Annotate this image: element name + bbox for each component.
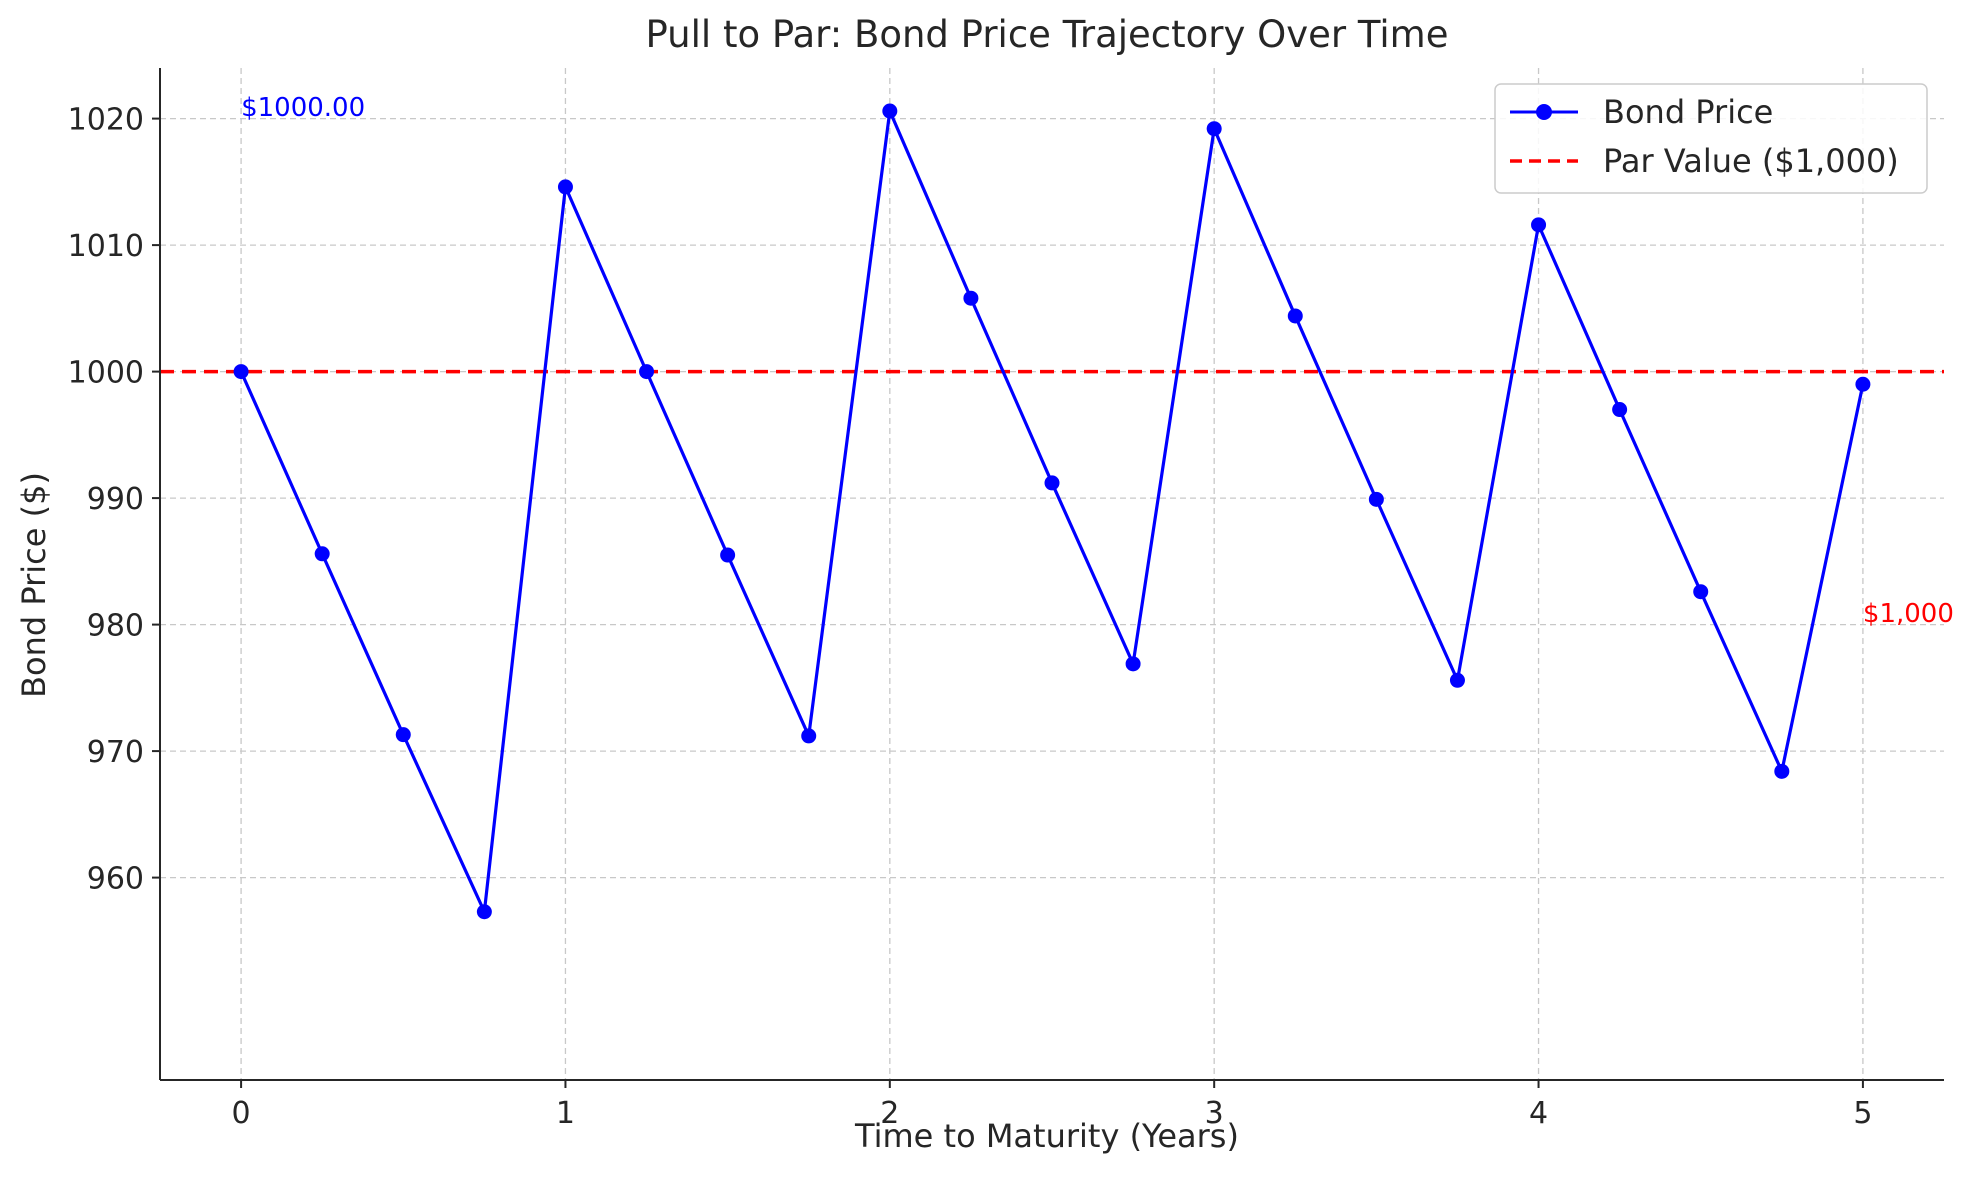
legend-bond-marker (1536, 104, 1552, 120)
bond-price-line (239, 109, 1865, 914)
x-tick-label: 0 (232, 1096, 251, 1131)
x-tick-label: 3 (1205, 1096, 1224, 1131)
x-tick-label: 4 (1529, 1096, 1548, 1131)
x-axis-label: Time to Maturity (Years) (854, 1117, 1239, 1155)
bond-price-point (395, 727, 411, 743)
y-tick-label: 1000 (68, 356, 144, 391)
tick-labels: 0 1 2 3 4 5 960 970 980 990 1000 1010 1020 (68, 103, 1873, 1131)
bond-price-point (1449, 672, 1465, 688)
y-tick-label: 1020 (68, 103, 144, 138)
x-tick-label: 5 (1853, 1096, 1872, 1131)
annotation-label: $1,000 (1863, 599, 1954, 629)
bond-price-point (476, 904, 492, 920)
legend-par-label: Par Value ($1,000) (1603, 142, 1899, 180)
bond-price-point (314, 546, 330, 562)
bond-price-point (720, 547, 736, 563)
legend-box (1494, 83, 1928, 194)
y-tick-label: 1010 (68, 229, 144, 264)
legend-bond-label: Bond Price (1603, 93, 1773, 131)
x-tick-label: 2 (880, 1096, 899, 1131)
annotations: $1000.00 $1,000 (241, 93, 1954, 629)
y-tick-label: 980 (87, 609, 144, 644)
axes (159, 68, 1944, 1081)
bond-price-point (557, 179, 573, 195)
x-tick-label: 1 (556, 1096, 575, 1131)
bond-price-point (1612, 402, 1628, 418)
bond-price-point (1774, 763, 1790, 779)
grid-lines (160, 68, 1944, 1080)
bond-price-point (1693, 584, 1709, 600)
bond-price-point (963, 290, 979, 306)
annotation-label: $1000.00 (241, 93, 365, 123)
bond-price-point (1044, 475, 1060, 491)
y-axis-label: Bond Price ($) (15, 472, 53, 698)
bond-price-point (1125, 656, 1141, 672)
y-tick-label: 960 (87, 862, 144, 897)
y-tick-label: 990 (87, 482, 144, 517)
y-tick-label: 970 (87, 735, 144, 770)
bond-price-point (1855, 376, 1871, 392)
bond-price-point (1531, 217, 1547, 233)
bond-price-point (639, 364, 655, 380)
bond-price-point (882, 103, 898, 119)
legend: Bond Price Par Value ($1,000) (1494, 83, 1928, 194)
bond-price-point (1368, 491, 1384, 507)
bond-price-point (801, 728, 817, 744)
chart-title: Pull to Par: Bond Price Trajectory Over … (646, 13, 1449, 56)
series-layer (233, 103, 1871, 920)
bond-price-point (233, 364, 249, 380)
bond-price-point (1206, 121, 1222, 137)
bond-price-point (1287, 308, 1303, 324)
